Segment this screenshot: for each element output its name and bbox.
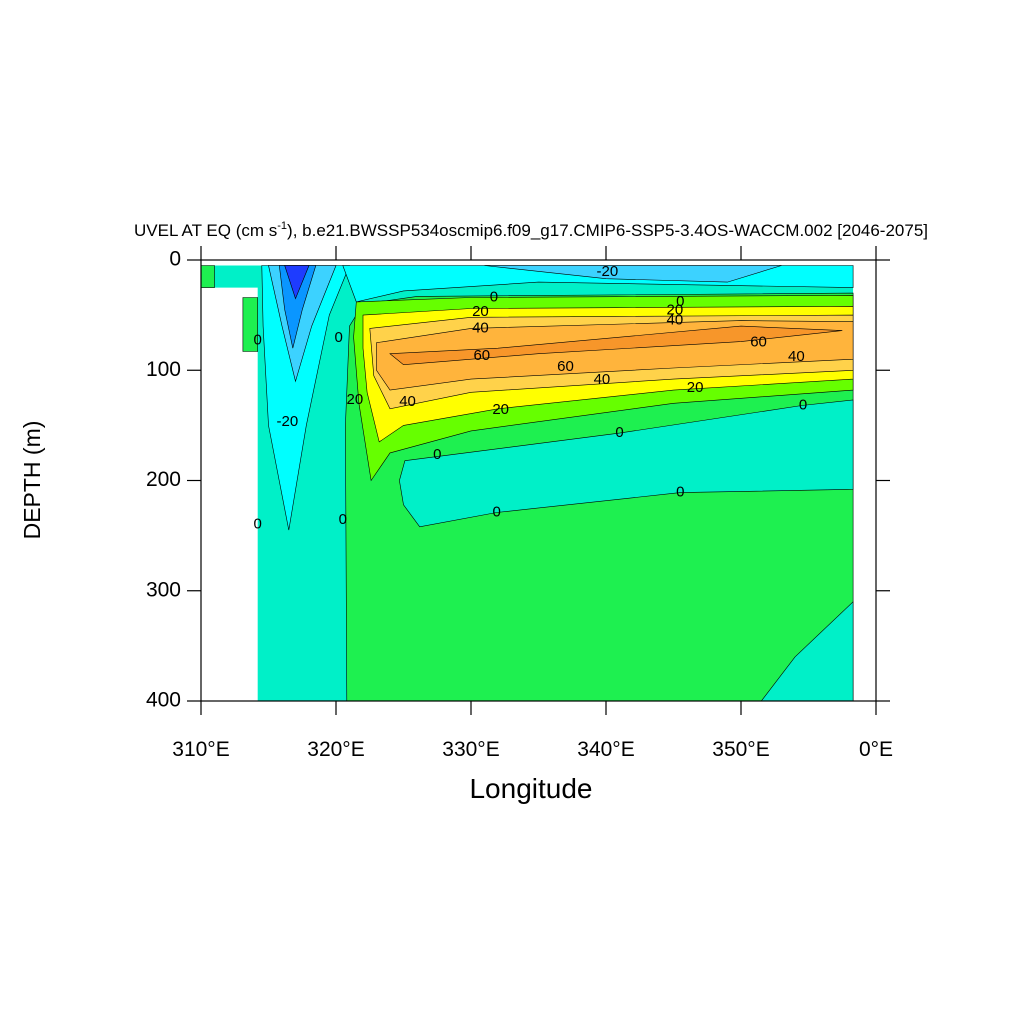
contour-label: 60: [473, 347, 490, 364]
contour-label: 0: [799, 396, 807, 413]
y-tick-label: 200: [146, 468, 181, 491]
y-tick-label: 0: [169, 248, 181, 271]
contour-label: 60: [750, 334, 767, 351]
contour-label: 20: [472, 303, 489, 320]
contour-label: 0: [254, 516, 262, 533]
x-tick-label: 350°E: [712, 738, 769, 761]
contour-fill: [484, 265, 782, 283]
contour-fill: [389, 325, 843, 366]
contour-label: 0: [254, 331, 262, 348]
title-text: ), b.e21.BWSSP534oscmip6.f09_g17.CMIP6-S…: [287, 221, 928, 240]
contour-label: 40: [399, 393, 416, 410]
contour-label: 20: [347, 391, 364, 408]
contour-label: 20: [687, 379, 704, 396]
contour-label: 60: [557, 358, 574, 375]
contour-label: -20: [597, 263, 619, 280]
contour-label: 20: [492, 401, 509, 418]
title-superscript: -1: [277, 220, 287, 232]
contour-label: 0: [492, 503, 500, 520]
x-tick-label: 0°E: [859, 738, 893, 761]
title-text: UVEL AT EQ (cm s: [134, 221, 277, 240]
contour-fill: [284, 265, 310, 300]
contour-label: 20: [667, 302, 684, 319]
contour-label: 0: [335, 329, 343, 346]
contour-fill: [278, 265, 317, 349]
contour-label: 40: [788, 348, 805, 365]
contour-label: 0: [433, 446, 441, 463]
contour-fills: [200, 265, 854, 702]
y-tick-label: 100: [146, 358, 181, 381]
contour-fill: [399, 399, 854, 528]
x-tick-label: 320°E: [307, 738, 364, 761]
x-tick-label: 340°E: [577, 738, 634, 761]
contour-label: 0: [676, 293, 684, 310]
y-axis-label: DEPTH (m): [19, 421, 45, 540]
y-tick-label: 300: [146, 578, 181, 601]
contour-fill: [242, 297, 259, 352]
y-tick-label: 400: [146, 689, 181, 712]
contour-label: 0: [339, 511, 347, 528]
contour-label: 0: [615, 424, 623, 441]
contour-fill: [200, 265, 215, 288]
contour-label: 40: [594, 371, 611, 388]
x-tick-label: 330°E: [442, 738, 499, 761]
chart-title: UVEL AT EQ (cm s-1), b.e21.BWSSP534oscmi…: [134, 220, 928, 240]
contour-label: 40: [667, 312, 684, 329]
x-axis-label: Longitude: [469, 773, 592, 804]
contour-label: -20: [277, 413, 299, 430]
x-tick-label: 310°E: [172, 738, 229, 761]
contour-label: 0: [676, 484, 684, 501]
contour-label: 0: [490, 288, 498, 305]
contour-label: 40: [472, 319, 489, 336]
